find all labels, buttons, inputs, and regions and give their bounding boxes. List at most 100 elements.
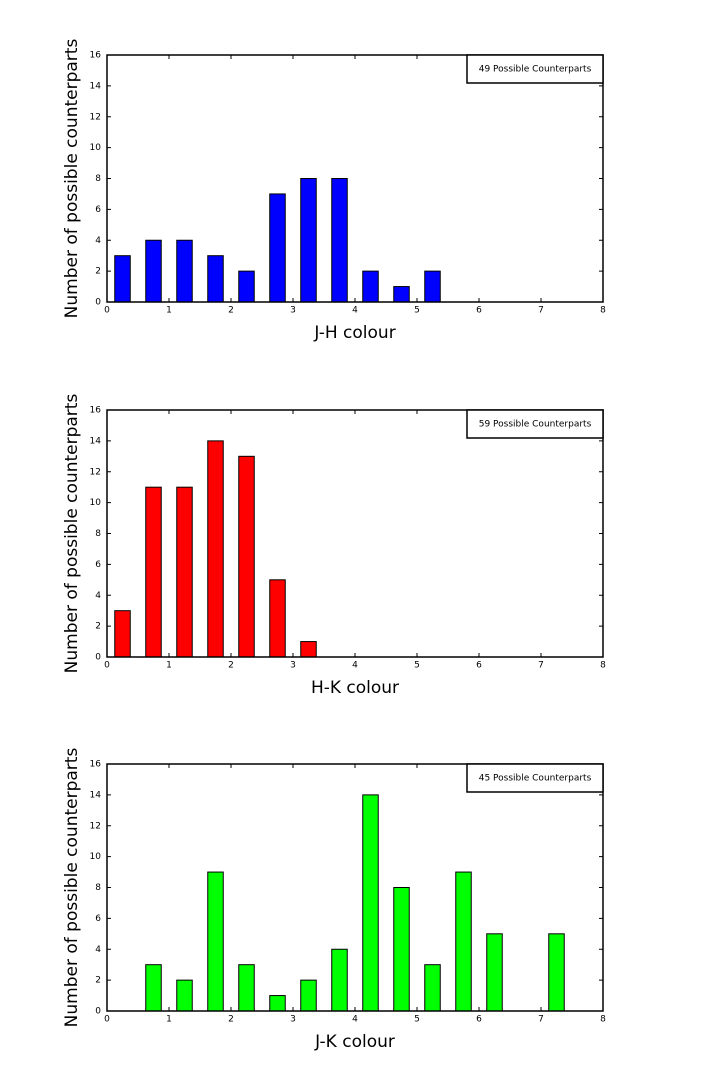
bar [145,964,162,1012]
bar [207,255,224,303]
bar [176,979,193,1012]
bar [207,440,224,658]
annotation: 45 Possible Counterparts [479,774,592,784]
bar [300,979,317,1012]
y-axis-label: Number of possible counterparts [62,39,82,319]
bar [238,964,255,1012]
bar [424,964,441,1012]
bar [362,270,379,303]
x-tick-label: 0 [104,306,110,316]
bar [393,286,410,303]
y-tick-label: 12 [90,467,101,477]
x-tick-label: 0 [104,661,110,671]
x-tick-label: 3 [290,1015,296,1025]
x-tick-label: 5 [414,661,420,671]
y-tick-label: 10 [90,852,102,862]
x-tick-label: 4 [352,1015,358,1025]
x-tick-label: 8 [600,306,606,316]
y-tick-label: 8 [95,883,101,893]
x-axis-label: H-K colour [311,678,399,698]
annotation: 49 Possible Counterparts [479,65,592,75]
y-tick-label: 0 [95,1007,101,1017]
x-tick-label: 5 [414,306,420,316]
y-tick-label: 16 [90,406,102,416]
y-tick-label: 2 [95,976,101,986]
y-tick-label: 6 [95,205,101,215]
bar [176,486,193,658]
bar [176,239,193,303]
x-tick-label: 7 [538,306,544,316]
bar [331,948,348,1012]
x-tick-label: 6 [476,1015,482,1025]
x-tick-label: 6 [476,306,482,316]
y-tick-label: 2 [95,267,101,277]
x-tick-label: 5 [414,1015,420,1025]
annotation-box [466,54,604,84]
x-axis-label: J-K colour [314,1032,395,1052]
bar [548,933,565,1012]
x-tick-label: 3 [290,661,296,671]
y-tick-label: 14 [90,790,102,800]
annotation-box [466,763,604,793]
x-tick-label: 6 [476,661,482,671]
x-tick-label: 7 [538,1015,544,1025]
plot-frame [106,763,604,1012]
bar [331,178,348,303]
y-tick-label: 2 [95,622,101,632]
x-tick-label: 4 [352,306,358,316]
bar [114,610,131,658]
y-tick-label: 8 [95,529,101,539]
bar [269,193,286,303]
y-tick-label: 4 [95,945,101,955]
bar [393,887,410,1012]
y-tick-label: 16 [90,51,102,61]
annotation-box [466,409,604,439]
y-tick-label: 6 [95,560,101,570]
bar [269,995,286,1012]
y-tick-label: 4 [95,236,101,246]
y-tick-label: 12 [90,821,101,831]
y-axis-label: Number of possible counterparts [62,394,82,674]
y-tick-label: 14 [90,436,102,446]
bar [300,178,317,303]
y-tick-label: 0 [95,653,101,663]
bar [238,455,255,658]
x-tick-label: 0 [104,1015,110,1025]
x-tick-label: 8 [600,1015,606,1025]
x-tick-label: 3 [290,306,296,316]
annotation: 59 Possible Counterparts [479,420,592,430]
y-tick-label: 6 [95,914,101,924]
y-tick-label: 10 [90,498,102,508]
bar [207,871,224,1012]
x-tick-label: 8 [600,661,606,671]
y-tick-label: 4 [95,591,101,601]
bar [269,579,286,658]
x-tick-label: 4 [352,661,358,671]
y-tick-label: 12 [90,112,101,122]
x-tick-label: 2 [228,1015,234,1025]
bar [238,270,255,303]
y-tick-label: 10 [90,143,102,153]
bar [362,794,379,1012]
bar [424,270,441,303]
bar [145,239,162,303]
bar [300,641,317,658]
x-axis-label: J-H colour [313,323,395,343]
x-tick-label: 1 [166,306,172,316]
x-tick-label: 7 [538,661,544,671]
y-tick-label: 8 [95,174,101,184]
bar [114,255,131,303]
bar [486,933,503,1012]
y-tick-label: 14 [90,81,102,91]
x-tick-label: 1 [166,1015,172,1025]
x-tick-label: 2 [228,661,234,671]
bar [145,486,162,658]
x-tick-label: 1 [166,661,172,671]
y-axis-label: Number of possible counterparts [62,748,82,1028]
bar [455,871,472,1012]
y-tick-label: 0 [95,298,101,308]
